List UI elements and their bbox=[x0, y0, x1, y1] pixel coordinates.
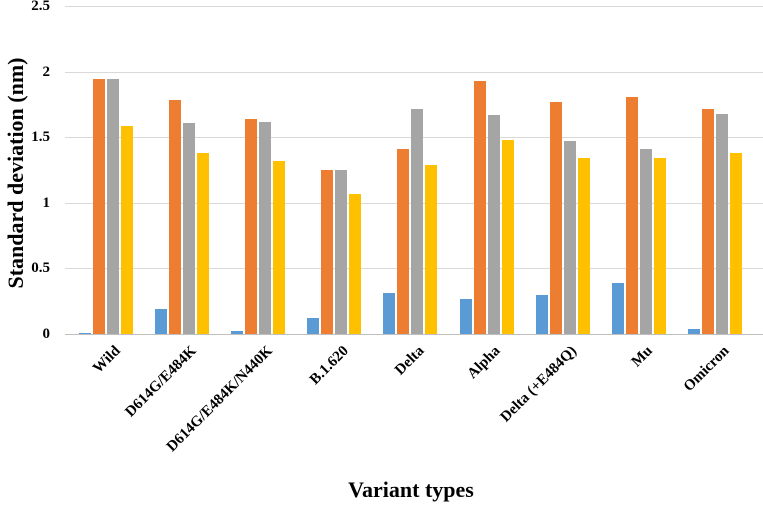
bar-d614g-e484k-n440k-orange bbox=[245, 118, 258, 334]
bar-omicron-yellow bbox=[729, 152, 742, 334]
bar-delta-yellow bbox=[425, 164, 438, 334]
gridline bbox=[65, 71, 763, 73]
bar-alpha-orange bbox=[473, 80, 486, 334]
x-category-label: Delta bbox=[392, 343, 428, 379]
y-tick-label: 0.5 bbox=[31, 260, 50, 276]
x-category-label: D614G/E484K bbox=[122, 343, 200, 421]
bar-omicron-gray bbox=[715, 113, 728, 334]
bar-b-1-620-blue bbox=[307, 317, 320, 334]
bar-alpha-gray bbox=[487, 114, 500, 334]
x-category-label: Alpha bbox=[464, 343, 504, 383]
bar-omicron-blue bbox=[687, 328, 700, 334]
bar-b-1-620-gray bbox=[335, 169, 348, 334]
bar-d614g-e484k-n440k-yellow bbox=[273, 160, 286, 334]
y-tick-label: 1.5 bbox=[31, 129, 50, 145]
y-tick-label: 0 bbox=[42, 325, 51, 342]
bar-b-1-620-yellow bbox=[349, 193, 362, 334]
bar-wild-gray bbox=[107, 78, 119, 334]
bar-wild-orange bbox=[93, 78, 105, 334]
x-category-label: Omicron bbox=[680, 343, 733, 395]
bar-mu-blue bbox=[611, 282, 624, 334]
y-tick-label: 2 bbox=[42, 63, 51, 80]
gridline bbox=[65, 6, 763, 7]
x-category-label: Delta (+E484Q) bbox=[497, 343, 580, 426]
x-category-label: B.1.620 bbox=[306, 343, 352, 388]
bar-d614g-e484k-orange bbox=[169, 99, 182, 334]
x-axis-title: Variant types bbox=[348, 477, 474, 502]
bar-wild-yellow bbox=[121, 125, 133, 334]
bar-mu-gray bbox=[639, 148, 652, 334]
bar-b-1-620-orange bbox=[321, 169, 334, 334]
y-tick-label: 2.5 bbox=[31, 0, 50, 14]
bar-mu-yellow bbox=[653, 157, 666, 334]
bar-delta-orange bbox=[397, 148, 410, 334]
bar-mu-orange bbox=[625, 96, 638, 334]
bar-delta-e484q-orange bbox=[549, 101, 562, 334]
bar-d614g-e484k-n440k-blue bbox=[231, 330, 244, 334]
bar-wild-blue bbox=[79, 332, 91, 334]
bar-alpha-yellow bbox=[501, 139, 514, 334]
bar-delta-e484q-yellow bbox=[577, 157, 590, 334]
bar-d614g-e484k-gray bbox=[183, 122, 196, 334]
x-axis-line bbox=[65, 333, 763, 335]
bar-delta-gray bbox=[411, 108, 424, 334]
bar-delta-blue bbox=[383, 292, 396, 334]
bar-d614g-e484k-n440k-gray bbox=[259, 121, 272, 334]
bar-d614g-e484k-yellow bbox=[197, 152, 210, 334]
x-category-label: Wild bbox=[89, 343, 124, 377]
y-tick-label: 1 bbox=[42, 194, 51, 211]
bar-omicron-orange bbox=[701, 108, 714, 334]
bar-delta-e484q-blue bbox=[535, 294, 548, 334]
x-category-label: Mu bbox=[628, 343, 657, 371]
bar-d614g-e484k-blue bbox=[155, 308, 168, 334]
bar-alpha-blue bbox=[459, 298, 472, 334]
bar-delta-e484q-gray bbox=[563, 140, 576, 334]
